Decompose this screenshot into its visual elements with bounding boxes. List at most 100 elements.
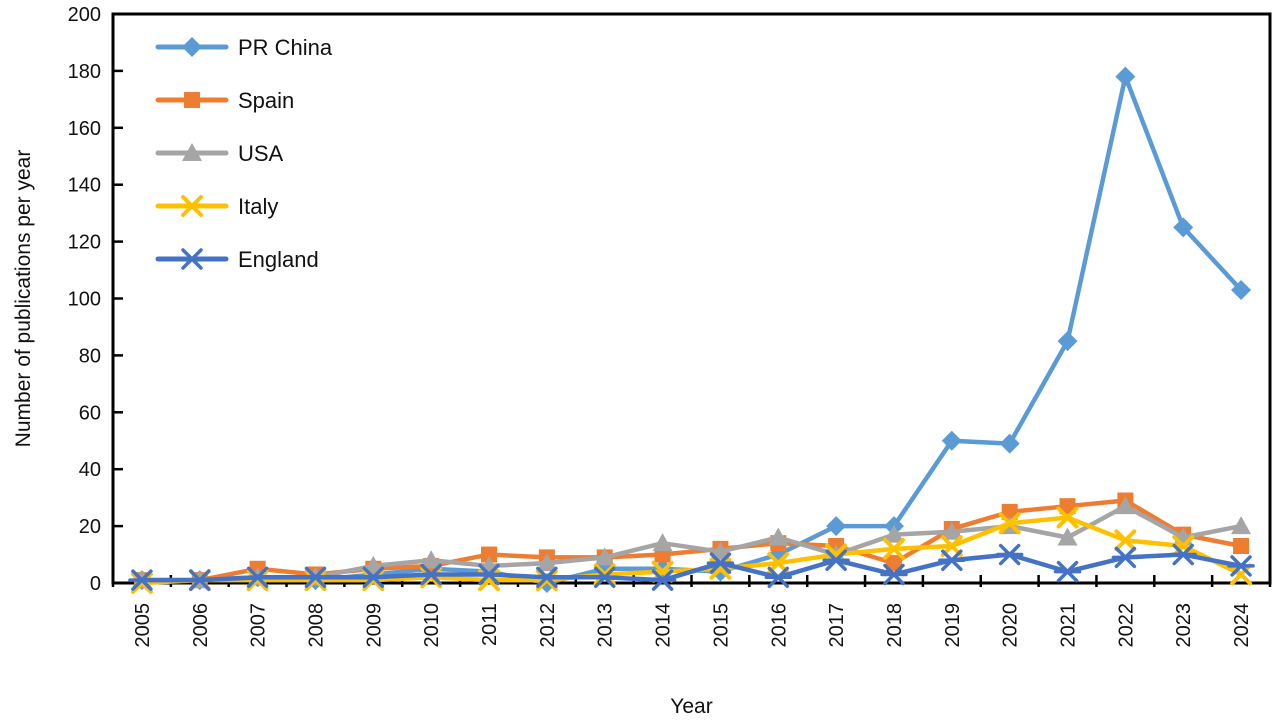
data-marker <box>768 527 789 546</box>
data-marker <box>243 566 272 589</box>
x-tick-label: 2010 <box>421 603 443 648</box>
data-marker <box>995 543 1024 566</box>
x-tick-label: 2016 <box>768 603 790 648</box>
y-tick-label: 0 <box>90 573 101 595</box>
x-tick-label: 2015 <box>710 603 732 648</box>
y-axis: 0 20 40 60 80 100 120 140 160 180 200 <box>68 4 123 595</box>
data-marker <box>1233 538 1250 555</box>
data-marker <box>1230 563 1253 586</box>
y-tick-label: 40 <box>79 459 101 481</box>
data-marker <box>1115 496 1136 515</box>
data-marker <box>826 516 847 537</box>
data-marker <box>475 563 503 586</box>
x-tick-label: 2011 <box>479 603 501 646</box>
data-marker <box>885 555 902 572</box>
data-marker <box>590 566 619 589</box>
data-marker <box>181 195 203 217</box>
data-marker <box>182 143 202 161</box>
data-marker <box>1231 279 1252 300</box>
data-marker <box>1227 555 1255 577</box>
data-marker <box>182 37 202 57</box>
x-tick-label: 2020 <box>1000 603 1022 648</box>
x-tick-label: 2019 <box>942 603 964 648</box>
data-marker <box>128 569 156 591</box>
x-tick-label: 2023 <box>1173 603 1195 648</box>
legend-label: Italy <box>238 194 278 219</box>
data-marker <box>359 566 388 589</box>
data-marker <box>1173 217 1194 238</box>
legend-item-spain: Spain <box>155 88 294 113</box>
data-marker <box>880 563 908 586</box>
data-marker <box>417 563 445 586</box>
data-marker <box>822 549 850 571</box>
x-tick-label: 2021 <box>1058 603 1080 648</box>
data-marker <box>1169 543 1197 566</box>
x-tick-label: 2024 <box>1231 603 1253 648</box>
x-tick-label: 2012 <box>537 603 559 648</box>
legend-item-italy: Italy <box>155 194 278 219</box>
y-tick-label: 200 <box>68 4 101 26</box>
x-tick-label: 2005 <box>132 603 154 648</box>
data-marker <box>178 248 206 270</box>
england-series <box>128 543 1255 591</box>
x-tick-label: 2009 <box>363 603 385 648</box>
y-tick-label: 60 <box>79 402 101 424</box>
data-marker <box>130 572 153 594</box>
x-tick-label: 2013 <box>595 603 617 648</box>
y-tick-label: 20 <box>79 516 101 538</box>
data-marker <box>1056 506 1079 529</box>
y-tick-label: 160 <box>68 118 101 140</box>
data-marker <box>594 547 615 566</box>
data-marker <box>536 553 557 572</box>
x-tick-label: 2022 <box>1115 603 1137 648</box>
data-marker <box>998 512 1021 535</box>
x-tick-label: 2006 <box>190 603 212 648</box>
legend: PR China Spain USA Italy England <box>155 35 333 272</box>
data-marker <box>710 541 731 560</box>
data-marker <box>304 569 327 592</box>
y-tick-label: 180 <box>68 61 101 83</box>
legend-label: England <box>238 247 319 272</box>
x-axis-title: Year <box>670 695 712 718</box>
data-marker <box>1111 546 1140 569</box>
data-marker <box>652 533 673 552</box>
x-tick-label: 2014 <box>653 603 675 648</box>
y-tick-label: 120 <box>68 232 101 254</box>
pr-china-series <box>131 66 1252 593</box>
data-marker <box>363 555 384 574</box>
data-marker <box>184 92 200 108</box>
legend-item-pr-china: PR China <box>155 35 333 60</box>
legend-label: PR China <box>238 35 333 60</box>
x-axis: 2005 2006 2007 2008 2009 2010 2011 2012 2013 2014… <box>111 575 1272 648</box>
legend-label: USA <box>238 141 284 166</box>
data-marker <box>648 569 677 591</box>
legend-item-england: England <box>155 247 319 272</box>
data-marker <box>1115 66 1136 87</box>
data-marker <box>882 537 905 560</box>
data-marker <box>941 521 962 540</box>
y-tick-label: 100 <box>68 289 101 311</box>
y-axis-title: Number of publications per year <box>12 150 35 448</box>
data-marker <box>706 552 735 574</box>
data-marker <box>1001 503 1018 520</box>
legend-label: Spain <box>238 88 294 113</box>
legend-item-usa: USA <box>155 141 284 166</box>
data-marker <box>420 566 443 589</box>
x-tick-label: 2018 <box>884 603 906 648</box>
data-marker <box>941 430 962 451</box>
data-marker <box>362 569 385 592</box>
data-marker <box>938 549 966 571</box>
data-marker <box>533 566 561 589</box>
x-tick-label: 2017 <box>826 603 848 648</box>
data-marker <box>1172 535 1195 558</box>
y-tick-label: 140 <box>68 175 101 197</box>
data-marker <box>999 433 1020 454</box>
data-marker <box>301 566 330 589</box>
x-tick-label: 2008 <box>305 603 327 648</box>
data-marker <box>1057 527 1078 546</box>
data-marker <box>421 550 442 569</box>
data-marker <box>1231 516 1252 535</box>
data-marker <box>883 524 904 543</box>
